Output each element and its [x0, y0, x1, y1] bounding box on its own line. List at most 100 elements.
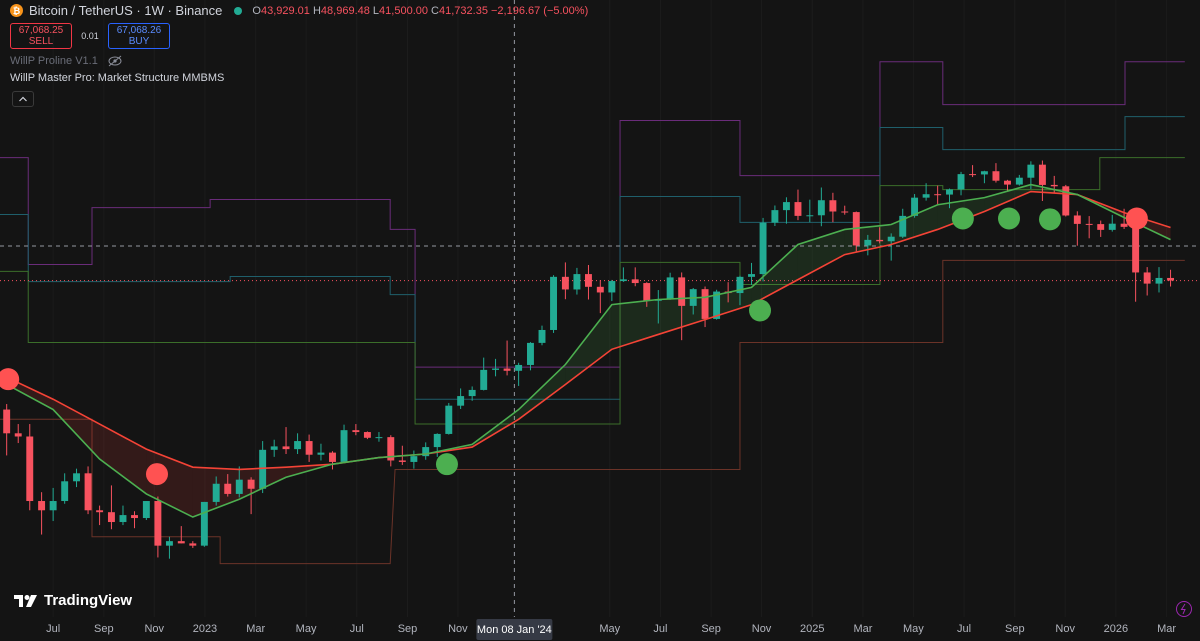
candle-body — [305, 441, 313, 455]
indicator-name[interactable]: WillP Master Pro: Market Structure MMBMS — [10, 72, 225, 84]
candle-body — [3, 409, 11, 434]
candle-body — [1143, 272, 1151, 284]
quantity[interactable]: 0.01 — [81, 31, 99, 41]
candle-body — [643, 283, 651, 301]
candle-body — [829, 200, 837, 212]
candle-body — [107, 512, 115, 523]
ohlc-key: C — [431, 4, 439, 17]
collapse-button[interactable] — [12, 91, 34, 107]
candle-body — [899, 215, 907, 237]
x-tick-label: Nov — [144, 623, 164, 635]
candle-body — [748, 274, 755, 277]
ma-band — [53, 399, 100, 460]
brand-logo[interactable]: TradingView — [14, 592, 132, 609]
signal-dot — [1039, 208, 1061, 231]
candle-body — [527, 342, 534, 365]
lightning-button[interactable] — [1175, 600, 1193, 618]
candle-body — [457, 396, 465, 406]
candle-body — [154, 501, 162, 546]
x-tick-label: Nov — [1055, 623, 1075, 635]
logo-mark — [14, 594, 37, 607]
candle-body — [538, 329, 546, 343]
candle-body — [946, 189, 953, 195]
candle-body — [806, 215, 814, 217]
level-line — [0, 259, 1185, 565]
buy-button[interactable]: 67,068.26 BUY — [108, 23, 170, 49]
ohlc-value: 48,969.48 — [320, 4, 370, 17]
symbol[interactable]: Bitcoin / TetherUS · 1W · Binance — [29, 3, 223, 18]
x-tick-label: Jul — [957, 623, 971, 635]
candle-body — [1027, 164, 1035, 178]
candle-body — [375, 437, 383, 439]
candle-body — [410, 456, 418, 462]
x-tick-label: Nov — [752, 623, 772, 635]
level-line — [0, 157, 1185, 425]
candle-body — [573, 274, 581, 290]
candle-body — [224, 483, 232, 494]
candle-body — [468, 389, 476, 397]
ma-band — [611, 299, 659, 350]
candle-body — [96, 510, 104, 513]
candle-body — [934, 194, 942, 196]
candle-body — [1085, 223, 1093, 225]
candle-body — [876, 239, 884, 242]
ohlc-value: 41,732.35 — [439, 4, 488, 17]
candle-body — [608, 281, 616, 293]
candle-body — [887, 236, 895, 242]
x-tick-label: Mar — [1157, 623, 1176, 635]
candle-body — [119, 515, 127, 523]
candle-body — [165, 541, 173, 546]
x-tick-label: May — [599, 623, 620, 635]
candle-body — [247, 479, 255, 489]
ma-band — [6, 377, 54, 410]
candle-body — [550, 276, 558, 330]
signal-dot — [951, 207, 974, 230]
candle-body — [1167, 277, 1175, 281]
x-tick-label: May — [903, 623, 924, 635]
candle-body — [771, 210, 779, 223]
x-tick-label: Jul — [350, 623, 364, 635]
candle-body — [969, 174, 977, 176]
chevron — [19, 96, 27, 102]
candle-body — [142, 501, 150, 519]
candle-body — [49, 501, 57, 511]
candle-body — [445, 405, 453, 434]
ohlc: O43,929.01 H48,969.48 L41,500.00 C41,732… — [252, 5, 588, 17]
hidden-icon[interactable] — [108, 55, 122, 67]
ma-band — [984, 184, 1031, 212]
coin-icon: ₿ — [10, 4, 23, 17]
candle-body — [1004, 180, 1011, 185]
candle-body — [189, 543, 197, 546]
candle-body — [1062, 186, 1070, 216]
ohlc-value: 43,929.01 — [260, 4, 310, 17]
buy-label: BUY — [128, 36, 150, 47]
candle-body — [1155, 277, 1163, 284]
candle-body — [14, 433, 22, 437]
candle-body — [992, 171, 1000, 181]
x-tick-label: Sep — [1005, 623, 1025, 635]
candle-body — [61, 481, 69, 502]
candle-body — [794, 202, 802, 216]
ma-band — [797, 229, 845, 280]
x-tick-label: Jul — [653, 623, 667, 635]
candle-body — [911, 197, 919, 216]
indicator-row: WillP Proline V1.1 — [10, 55, 122, 67]
brand-name: TradingView — [44, 592, 133, 609]
ohlc-key: O — [252, 4, 261, 17]
x-tick-label: Mar — [246, 623, 265, 635]
candle-body — [282, 446, 290, 450]
ma-line — [6, 183, 1171, 518]
candle-body — [1050, 184, 1058, 187]
crosshair-label-text: Mon 08 Jan '24 — [477, 624, 552, 636]
sell-label: SELL — [28, 36, 54, 47]
indicator-name[interactable]: WillP Proline V1.1 — [10, 55, 98, 67]
sell-button[interactable]: 67,068.25 SELL — [10, 23, 72, 49]
x-tick-label: May — [296, 623, 317, 635]
candle-body — [329, 452, 336, 462]
candle-body — [922, 194, 930, 198]
candle-body — [957, 174, 965, 190]
x-tick-label: Sep — [398, 623, 418, 635]
market-status — [234, 6, 243, 15]
candle-body — [433, 433, 441, 448]
crosshair-label-box — [476, 619, 553, 640]
